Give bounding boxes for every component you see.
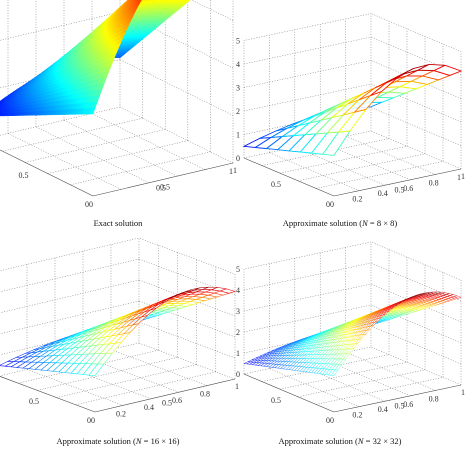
y-tick-label: 0.4: [144, 403, 154, 412]
panel-approx-8x8: 0.5 1 0 0.2 0.4 0.6 0.8 1 0 0.5 0 1 2 3 4 5 Approximate …: [236, 13, 465, 228]
xy-gridline: [294, 258, 426, 402]
caption-var: N: [361, 218, 369, 228]
panel-caption: Approximate solution (N = 16 × 16): [57, 436, 180, 446]
x-tick-label: 0.5: [395, 186, 405, 195]
z-gridline: [0, 11, 234, 69]
z-gridline: [191, 0, 234, 21]
caption-suffix: = 16 × 16): [142, 436, 180, 446]
y-tick-label: 0: [330, 200, 334, 209]
mesh-cell: [136, 0, 139, 1]
floor-axes: [243, 157, 462, 197]
origin-tick-label: 0: [85, 200, 89, 209]
z-gridline: [0, 258, 236, 296]
mesh-cell: [432, 64, 463, 76]
back-walls: [0, 237, 236, 380]
z-tick-label: 5: [236, 37, 240, 46]
y-tick-label: 0.8: [200, 390, 210, 399]
floor-axes: [0, 376, 236, 413]
mesh-cell: [133, 0, 136, 2]
y-tick-label: 0: [89, 200, 93, 209]
mesh-cell: [131, 0, 134, 1]
back-walls: [243, 13, 462, 170]
z-gridline: [0, 300, 236, 338]
y-tick-label: 0.8: [429, 178, 439, 187]
y-tick-label: 1: [457, 173, 461, 182]
caption-prefix: Approximate solution (: [283, 218, 362, 228]
back-walls: [0, 0, 234, 164]
y-tick-label: 0.2: [116, 409, 126, 418]
panel-caption: Approximate solution (N = 8 × 8): [283, 218, 398, 228]
surface-mesh: [0, 286, 236, 376]
xy-gridline: [26, 264, 217, 406]
x-tick-label: 0.5: [160, 183, 170, 192]
xy-gridline: [18, 244, 208, 386]
surface-mesh: [0, 0, 191, 117]
y-tick-label: 0: [91, 416, 95, 425]
axes-box: [0, 0, 234, 197]
origin-tick-label: 0: [87, 416, 91, 425]
z-tick-label: 0: [236, 154, 240, 163]
x-tick-label: 0.5: [162, 399, 172, 408]
origin-tick-label: 0: [326, 200, 330, 209]
depth-tick-label: 0.5: [271, 180, 281, 189]
mesh-cell: [219, 288, 236, 294]
z-gridline: [0, 279, 236, 317]
tick-labels: 0.5 1 0 0.5 1 0 0.5: [19, 166, 238, 209]
z-gridline: [243, 60, 462, 99]
y-tick-label: 0.6: [172, 396, 182, 405]
surface-mesh: [243, 291, 462, 376]
depth-tick-label: 0.5: [19, 171, 29, 180]
caption-suffix: = 8 × 8): [368, 218, 398, 228]
y-tick-label: 0.6: [403, 184, 413, 193]
mesh-cell: [130, 0, 132, 1]
mesh-cell: [129, 0, 131, 1]
z-tick-label: 2: [236, 107, 240, 116]
depth-tick-label: 0.5: [29, 397, 39, 406]
mesh-cell: [188, 0, 191, 1]
x-tick-label: 1: [461, 172, 465, 181]
xy-gridline: [269, 263, 444, 407]
tick-labels: 0.5 1 0 0.2 0.4 0.6 0.8 1 0 0.5 0 1 2 3 4 5: [236, 37, 465, 210]
panel-caption: Exact solution: [94, 218, 144, 228]
y-tick-label: 1: [229, 167, 233, 176]
y-tick-label: 0.4: [378, 189, 388, 198]
xy-gridline: [54, 257, 197, 400]
z-gridline: [243, 325, 462, 365]
z-gridline: [243, 107, 462, 146]
z-tick-label: 4: [236, 60, 240, 69]
y-tick-label: 0.5: [156, 184, 166, 193]
caption-var: N: [135, 436, 143, 446]
xy-gridline: [261, 247, 436, 391]
z-gridline: [243, 283, 462, 323]
z-tick-label: 1: [236, 131, 240, 140]
floor-axes: [243, 373, 462, 413]
mesh-cell: [185, 0, 191, 3]
x-tick-label: 1: [235, 382, 239, 391]
caption-prefix: Approximate solution (: [57, 436, 136, 446]
x-tick-label: 1: [233, 166, 237, 175]
floor-axes: [0, 149, 234, 197]
z-tick-label: 3: [236, 84, 240, 93]
y-tick-label: 0.2: [352, 195, 362, 204]
surface-mesh: [242, 63, 463, 156]
